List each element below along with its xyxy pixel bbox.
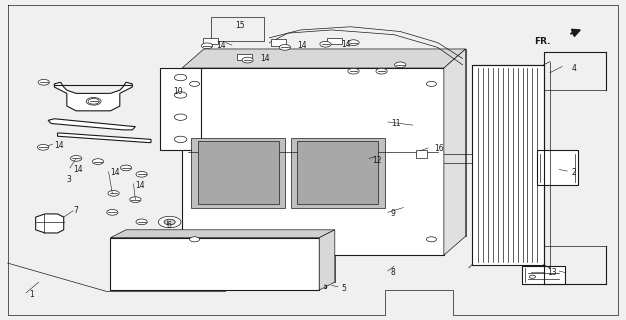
Circle shape [190,237,200,242]
Text: FR.: FR. [534,36,551,45]
Circle shape [190,81,200,86]
Circle shape [376,68,387,74]
Text: 14: 14 [217,41,226,50]
Text: 14: 14 [297,41,307,50]
Polygon shape [54,82,132,111]
Bar [237,54,252,60]
Polygon shape [110,230,335,238]
Circle shape [320,41,331,47]
Polygon shape [126,230,335,282]
Bar [472,65,543,265]
Circle shape [136,219,147,225]
Bar [356,157,367,165]
Circle shape [108,190,119,196]
Circle shape [174,74,187,81]
Text: 14: 14 [135,181,145,190]
Bar [198,141,279,204]
Circle shape [174,136,187,142]
Polygon shape [48,119,135,130]
Text: 8: 8 [391,268,396,277]
Circle shape [106,210,118,215]
Bar [537,150,578,185]
Polygon shape [204,49,466,236]
Text: 5: 5 [341,284,346,293]
Circle shape [38,144,49,150]
Circle shape [136,172,147,177]
Circle shape [158,216,181,228]
Text: 15: 15 [235,21,245,30]
Text: 2: 2 [572,168,577,177]
Text: 14: 14 [110,168,120,177]
Circle shape [202,43,213,49]
Text: 11: 11 [391,119,401,128]
Circle shape [394,62,406,68]
Bar [212,17,264,41]
Polygon shape [58,133,151,142]
Text: 7: 7 [73,206,78,215]
Text: 4: 4 [572,63,577,73]
Polygon shape [444,49,466,255]
Bar [522,266,565,284]
Bar [110,238,319,290]
Text: 3: 3 [67,174,72,184]
Polygon shape [182,49,466,68]
Text: 14: 14 [341,40,351,49]
Circle shape [86,98,101,105]
Text: 10: 10 [173,87,182,96]
Text: 14: 14 [54,141,64,150]
Bar [291,138,384,208]
Circle shape [71,156,82,161]
Bar [192,138,285,208]
Bar [203,38,218,44]
Text: 14: 14 [260,54,270,63]
Text: 13: 13 [546,268,557,277]
Polygon shape [36,214,64,233]
Text: 14: 14 [73,165,83,174]
Text: 16: 16 [434,144,444,153]
Circle shape [130,197,141,203]
Circle shape [93,159,103,164]
Bar [160,68,201,150]
Text: 12: 12 [372,156,382,164]
Circle shape [38,79,49,85]
Bar [327,38,342,44]
Text: 6: 6 [167,220,172,229]
Circle shape [174,92,187,98]
Bar [297,141,379,204]
Circle shape [242,57,253,63]
Circle shape [348,68,359,74]
Text: 9: 9 [391,209,396,219]
Circle shape [426,237,436,242]
Circle shape [348,40,359,45]
Circle shape [120,165,131,171]
Circle shape [279,44,290,50]
Circle shape [174,114,187,120]
Circle shape [88,99,100,104]
Circle shape [529,275,535,278]
Polygon shape [319,230,335,290]
Bar [182,68,444,255]
Text: 1: 1 [29,290,34,299]
Circle shape [164,219,175,225]
Bar [271,39,286,46]
Circle shape [426,81,436,86]
Bar [416,150,427,158]
